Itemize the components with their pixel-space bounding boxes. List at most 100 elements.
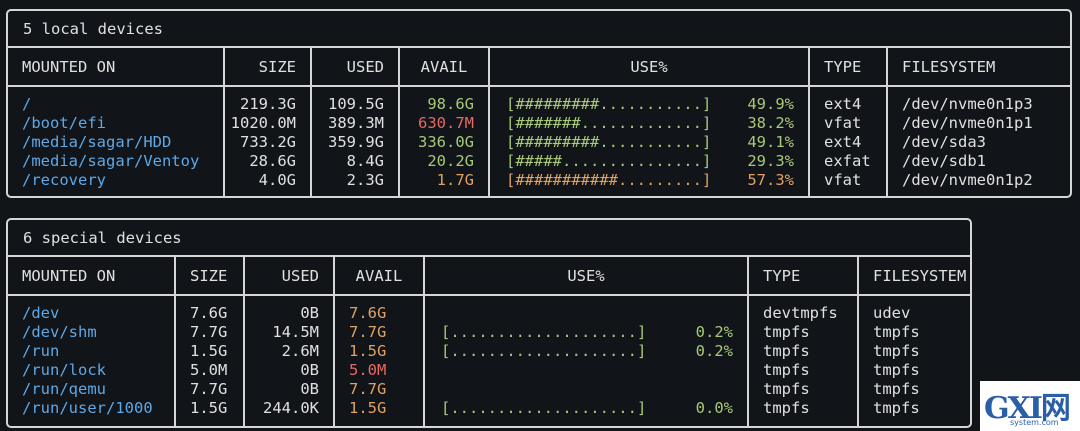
- local-cell-mounted-on: /: [22, 95, 32, 113]
- usage-bar-text: [....................]: [441, 399, 647, 417]
- special-cell-used: 14.5M: [272, 323, 319, 341]
- special-cell-mounted-on: /run: [22, 342, 60, 360]
- local-cell-type: ext4: [824, 133, 862, 151]
- local-header-filesystem: FILESYSTEM: [888, 48, 1070, 87]
- special-devices-panel: 6 special devices MOUNTED ON/dev/dev/shm…: [6, 218, 972, 428]
- usage-bar-text: [#########...........]: [506, 133, 712, 151]
- use-bar: [425, 304, 747, 323]
- usage-percent: 49.1%: [747, 133, 794, 151]
- local-column-avail: 98.6G 630.7M 336.0G 20.2G 1.7G: [400, 87, 490, 196]
- special-column-use-percent: [....................] 0.2% [.............…: [425, 296, 749, 426]
- use-bar: [#########...........] 49.9%: [490, 95, 808, 114]
- usage-bar-text: [....................]: [441, 342, 647, 360]
- special-column-size: 7.6G 7.7G 1.5G 5.0M 7.7G 1.5G: [176, 296, 245, 426]
- special-header-mounted-on: MOUNTED ON: [8, 257, 176, 296]
- special-column-type: devtmpfs tmpfs tmpfs tmpfs tmpfs tmpfs: [749, 296, 859, 426]
- special-cell-avail: 7.7G: [349, 323, 387, 341]
- usage-bar-text: [###########.........]: [506, 171, 712, 189]
- special-cell-type: tmpfs: [763, 342, 810, 360]
- usage-percent: 38.2%: [747, 114, 794, 132]
- local-column-filesystem: /dev/nvme0n1p3/dev/nvme0n1p1/dev/sda3/de…: [888, 87, 1070, 196]
- special-cell-filesystem: tmpfs: [873, 399, 920, 417]
- use-bar: [....................] 0.0%: [425, 399, 747, 418]
- special-cell-size: 7.6G: [190, 304, 228, 322]
- local-cell-type: vfat: [824, 114, 862, 132]
- special-header-used: USED: [245, 257, 335, 296]
- local-column-use-percent: [#########...........] 49.9% [#######.....…: [490, 87, 810, 196]
- local-column-size: 219.3G 1020.0M 733.2G 28.6G 4.0G: [225, 87, 312, 196]
- special-cell-avail: 7.6G: [349, 304, 387, 322]
- local-cell-size: 733.2G: [240, 133, 296, 151]
- local-cell-filesystem: /dev/nvme0n1p1: [902, 114, 1033, 132]
- local-cell-avail: 336.0G: [418, 133, 474, 151]
- local-cell-used: 359.9G: [328, 133, 384, 151]
- use-bar: [425, 361, 747, 380]
- watermark-logo: GXI网 system.com: [980, 381, 1080, 431]
- special-cell-type: tmpfs: [763, 380, 810, 398]
- special-header-avail: AVAIL: [335, 257, 425, 296]
- local-cell-filesystem: /dev/nvme0n1p2: [902, 171, 1033, 189]
- usage-percent: 0.2%: [695, 323, 733, 341]
- special-cell-size: 1.5G: [190, 399, 228, 417]
- special-cell-type: devtmpfs: [763, 304, 838, 322]
- special-column-used: 0B 14.5M 2.6M 0B 0B 244.0K: [245, 296, 335, 426]
- special-cell-used: 2.6M: [281, 342, 319, 360]
- local-header-used: USED: [312, 48, 400, 87]
- special-header-use-percent: USE%: [425, 257, 749, 296]
- usage-percent: 0.2%: [695, 342, 733, 360]
- special-cell-type: tmpfs: [763, 361, 810, 379]
- special-cell-used: 0B: [300, 380, 319, 398]
- local-header-type: TYPE: [810, 48, 888, 87]
- usage-percent: 0.0%: [695, 399, 733, 417]
- special-column-avail: 7.6G 7.7G 1.5G 5.0M 7.7G 1.5G: [335, 296, 425, 426]
- special-cell-size: 7.7G: [190, 323, 228, 341]
- local-cell-mounted-on: /media/sagar/HDD: [22, 133, 172, 151]
- special-cell-avail: 1.5G: [349, 399, 387, 417]
- special-cell-size: 7.7G: [190, 380, 228, 398]
- local-cell-size: 28.6G: [249, 152, 296, 170]
- use-bar: [....................] 0.2%: [425, 342, 747, 361]
- local-cell-used: 2.3G: [346, 171, 384, 189]
- local-cell-used: 389.3M: [328, 114, 384, 132]
- local-column-mounted-on: //boot/efi/media/sagar/HDD/media/sagar/V…: [8, 87, 225, 196]
- special-cell-filesystem: tmpfs: [873, 380, 920, 398]
- local-cell-size: 4.0G: [258, 171, 296, 189]
- special-cell-mounted-on: /dev/shm: [22, 323, 97, 341]
- special-column-mounted-on: /dev/dev/shm/run/run/lock/run/qemu/run/u…: [8, 296, 176, 426]
- local-cell-used: 8.4G: [346, 152, 384, 170]
- local-cell-used: 109.5G: [328, 95, 384, 113]
- watermark-main-text: GXI网: [984, 391, 1071, 426]
- special-cell-used: 0B: [300, 361, 319, 379]
- use-bar: [#######.............] 38.2%: [490, 114, 808, 133]
- local-cell-mounted-on: /recovery: [22, 171, 106, 189]
- special-column-filesystem: udev tmpfs tmpfs tmpfs tmpfs tmpfs: [859, 296, 970, 426]
- use-bar: [#########...........] 49.1%: [490, 133, 808, 152]
- local-devices-title: 5 local devices: [8, 11, 1070, 48]
- use-bar: [425, 380, 747, 399]
- local-cell-filesystem: /dev/sda3: [902, 133, 986, 151]
- usage-bar-text: [#########...........]: [506, 95, 712, 113]
- usage-bar-text: [....................]: [441, 323, 647, 341]
- special-cell-used: 0B: [300, 304, 319, 322]
- local-cell-mounted-on: /boot/efi: [22, 114, 106, 132]
- use-bar: [#####...............] 29.3%: [490, 152, 808, 171]
- special-cell-type: tmpfs: [763, 323, 810, 341]
- local-cell-mounted-on: /media/sagar/Ventoy: [22, 152, 200, 170]
- local-cell-type: exfat: [824, 152, 871, 170]
- special-header-type: TYPE: [749, 257, 859, 296]
- usage-bar-text: [#######.............]: [506, 114, 712, 132]
- special-cell-avail: 1.5G: [349, 342, 387, 360]
- special-cell-mounted-on: /run/lock: [22, 361, 106, 379]
- special-cell-size: 5.0M: [190, 361, 228, 379]
- local-cell-filesystem: /dev/nvme0n1p3: [902, 95, 1033, 113]
- special-cell-used: 244.0K: [263, 399, 319, 417]
- local-column-used: 109.5G 389.3M 359.9G 8.4G 2.3G: [312, 87, 400, 196]
- special-cell-avail: 5.0M: [349, 361, 387, 379]
- local-header-use-percent: USE%: [490, 48, 810, 87]
- local-cell-avail: 1.7G: [436, 171, 474, 189]
- special-cell-mounted-on: /dev: [22, 304, 60, 322]
- local-header-avail: AVAIL: [400, 48, 490, 87]
- usage-percent: 49.9%: [747, 95, 794, 113]
- special-cell-size: 1.5G: [190, 342, 228, 360]
- usage-percent: 57.3%: [747, 171, 794, 189]
